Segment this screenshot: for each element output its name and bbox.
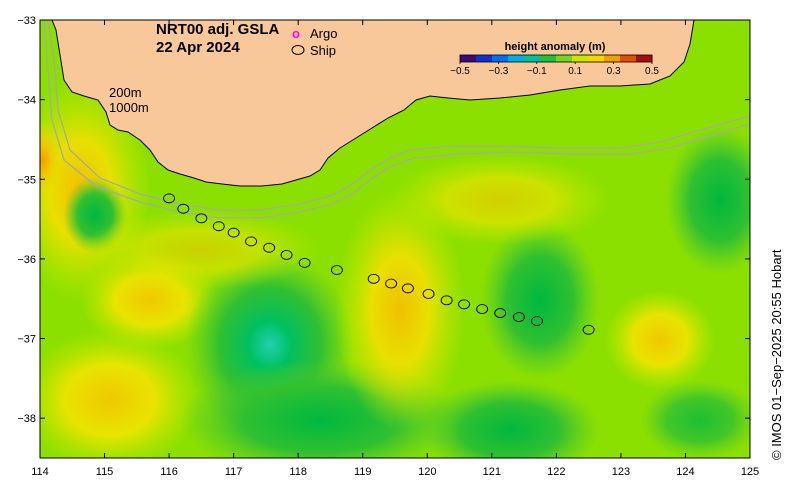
ship-marker [330, 265, 343, 276]
ship-legend-label: Ship [310, 43, 336, 58]
anomaly-field [40, 80, 750, 458]
colorbar-swatch [620, 55, 637, 62]
argo-legend-icon: o [292, 26, 300, 41]
colorbar-swatch [524, 55, 541, 62]
ship-marker [476, 304, 489, 315]
ship-marker [245, 236, 258, 247]
x-tick-label: 123 [612, 466, 630, 478]
isobath-1000m [43, 20, 750, 219]
colorbar-frame [459, 54, 653, 63]
colorbar-tick-label: −0.1 [527, 66, 547, 77]
ship-marker [163, 193, 176, 204]
ship-marker [440, 295, 453, 306]
x-tick-label: 118 [289, 466, 307, 478]
colorbar-swatch [492, 55, 509, 62]
map-title-line2: 22 Apr 2024 [156, 39, 240, 56]
colorbar-swatch [604, 55, 621, 62]
x-tick-label: 115 [96, 466, 114, 478]
x-axis: 114 115 116 117 118 119 120 121 122 123 124 125 [31, 20, 759, 478]
ship-marker [298, 257, 311, 268]
y-tick-label: −35 [17, 174, 36, 186]
colorbar-swatches [460, 55, 653, 62]
argo-legend-label: Argo [310, 26, 337, 41]
y-tick-label: −33 [17, 15, 36, 27]
map-title-line1: NRT00 adj. GSLA [156, 21, 280, 38]
colorbar-swatch [460, 55, 477, 62]
ship-marker [227, 227, 240, 238]
y-axis: −33 −34 −35 −36 −37 −38 [17, 15, 750, 425]
x-tick-label: 119 [354, 466, 372, 478]
y-tick-label: −36 [17, 254, 36, 266]
x-tick-label: 121 [483, 466, 501, 478]
colorbar-swatch [556, 55, 573, 62]
colorbar: height anomaly (m) −0.5 −0.3 −0.1 0.1 0.3 0.5 [450, 41, 659, 77]
ship-marker [582, 324, 595, 335]
ship-marker [263, 242, 276, 253]
ship-marker [531, 316, 543, 326]
x-tick-label: 120 [418, 466, 436, 478]
colorbar-tick-label: 0.3 [607, 66, 621, 77]
y-tick-label: −37 [17, 334, 36, 346]
colorbar-tick-label: −0.5 [450, 66, 470, 77]
colorbar-swatch [588, 55, 605, 62]
ship-marker [401, 283, 414, 294]
ship-marker [367, 273, 380, 284]
colorbar-swatch [508, 55, 525, 62]
colorbar-swatch [540, 55, 557, 62]
plot-frame [39, 19, 751, 459]
ship-marker [494, 308, 507, 319]
colorbar-swatch [636, 55, 653, 62]
credit-text: © IMOS 01−Sep−2025 20:55 Hobart [769, 249, 784, 460]
y-tick-label: −38 [17, 413, 36, 425]
isobath-200m [47, 20, 750, 211]
x-tick-label: 116 [160, 466, 178, 478]
x-tick-label: 124 [676, 466, 694, 478]
x-tick-label: 122 [547, 466, 565, 478]
ship-marker [385, 278, 398, 289]
ship-marker [280, 249, 293, 260]
ship-track [163, 193, 595, 335]
isobath-label-deep: 1000m [109, 100, 149, 115]
colorbar-tick-label: 0.1 [568, 66, 582, 77]
ship-marker [212, 221, 225, 232]
isobath-label-shallow: 200m [109, 85, 142, 100]
colorbar-swatch [572, 55, 589, 62]
x-tick-label: 117 [225, 466, 243, 478]
x-tick-label: 125 [741, 466, 759, 478]
colorbar-ticks: −0.5 −0.3 −0.1 0.1 0.3 0.5 [450, 62, 659, 77]
ship-marker [177, 203, 190, 214]
colorbar-swatch [476, 55, 493, 62]
ship-marker [422, 288, 435, 299]
y-tick-label: −34 [17, 95, 36, 107]
ship-legend-icon [291, 45, 305, 55]
ship-marker [458, 299, 471, 310]
colorbar-tick-label: 0.5 [645, 66, 659, 77]
x-tick-label: 114 [31, 466, 49, 478]
ship-marker [195, 213, 208, 224]
colorbar-tick-label: −0.3 [489, 66, 509, 77]
ship-marker [512, 312, 525, 322]
colorbar-title: height anomaly (m) [505, 41, 606, 53]
marker-legend: o Argo Ship [291, 26, 337, 58]
